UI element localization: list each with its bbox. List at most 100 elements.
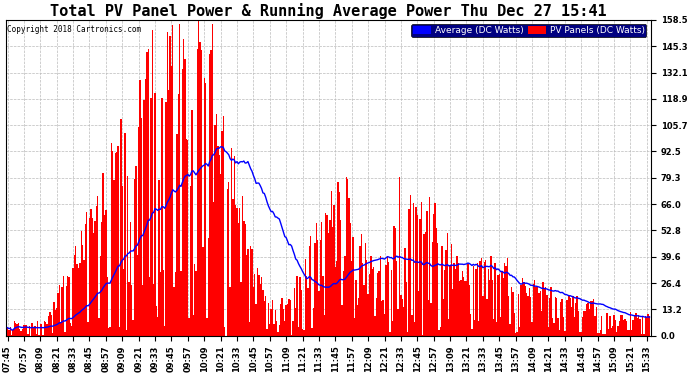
Bar	[262, 290, 264, 336]
Bar	[594, 316, 595, 336]
Bar	[156, 306, 157, 336]
Bar	[533, 284, 534, 336]
Bar	[176, 134, 177, 336]
Bar	[49, 312, 50, 336]
Bar	[491, 256, 492, 336]
Bar	[397, 309, 399, 336]
Bar	[71, 326, 72, 336]
Bar	[216, 114, 217, 336]
Bar	[89, 218, 90, 336]
Bar	[579, 332, 580, 336]
Bar	[213, 202, 215, 336]
Bar	[544, 290, 545, 336]
Bar	[351, 261, 353, 336]
Bar	[321, 222, 322, 336]
Bar	[623, 320, 624, 336]
Bar	[364, 285, 365, 336]
Bar	[119, 327, 120, 336]
Bar	[17, 324, 18, 336]
Bar	[350, 223, 351, 336]
Bar	[275, 310, 276, 336]
Bar	[633, 320, 634, 336]
Bar	[250, 246, 251, 336]
Bar	[576, 296, 578, 336]
Bar	[163, 270, 164, 336]
Bar	[420, 219, 421, 336]
Bar	[453, 263, 455, 336]
Bar	[578, 310, 579, 336]
Bar	[181, 69, 183, 336]
Bar	[471, 329, 473, 336]
Bar	[534, 280, 535, 336]
Bar	[499, 274, 500, 336]
Bar	[265, 296, 266, 336]
Bar	[526, 293, 527, 336]
Bar	[392, 321, 393, 336]
Bar	[280, 304, 282, 336]
Bar	[538, 293, 540, 336]
Bar	[600, 330, 601, 336]
Bar	[243, 221, 244, 336]
Bar	[326, 215, 328, 336]
Bar	[25, 326, 26, 336]
Bar	[288, 298, 290, 336]
Bar	[354, 318, 355, 336]
Bar	[138, 127, 139, 336]
Bar	[567, 300, 569, 336]
Bar	[377, 273, 378, 336]
Bar	[55, 310, 56, 336]
Bar	[277, 332, 279, 336]
Bar	[99, 318, 100, 336]
Bar	[301, 290, 302, 336]
Bar	[511, 287, 512, 336]
Bar	[148, 49, 149, 336]
Bar	[191, 110, 193, 336]
Bar	[180, 271, 181, 336]
Bar	[308, 246, 310, 336]
Bar	[306, 276, 307, 336]
Bar	[537, 286, 538, 336]
Bar	[195, 271, 197, 336]
Bar	[283, 309, 284, 336]
Bar	[643, 333, 644, 336]
Bar	[486, 298, 488, 336]
Bar	[336, 261, 337, 336]
Bar	[42, 335, 43, 336]
Bar	[45, 321, 46, 336]
Bar	[29, 326, 30, 336]
Bar	[10, 327, 11, 336]
Bar	[457, 264, 459, 336]
Bar	[630, 312, 631, 336]
Bar	[366, 260, 368, 336]
Bar	[353, 237, 354, 336]
Bar	[261, 277, 262, 336]
Bar	[460, 280, 462, 336]
Bar	[67, 276, 68, 336]
Bar	[505, 266, 506, 336]
Bar	[502, 271, 503, 336]
Bar	[649, 316, 650, 336]
Bar	[448, 319, 449, 336]
Bar	[12, 330, 14, 336]
Bar	[169, 36, 170, 336]
Bar	[298, 327, 299, 336]
Bar	[209, 54, 210, 336]
Bar	[530, 297, 531, 336]
Bar	[570, 298, 571, 336]
Bar	[56, 308, 57, 336]
Bar	[647, 315, 649, 336]
Bar	[411, 315, 413, 336]
Bar	[475, 269, 477, 336]
Bar	[631, 330, 633, 336]
Bar	[68, 277, 70, 336]
Bar	[474, 320, 475, 336]
Bar	[64, 332, 66, 336]
Bar	[504, 263, 505, 336]
Bar	[82, 245, 83, 336]
Bar	[429, 197, 431, 336]
Bar	[638, 315, 639, 336]
Bar	[314, 243, 315, 336]
Bar	[78, 268, 79, 336]
Bar	[137, 255, 138, 336]
Bar	[470, 314, 471, 336]
